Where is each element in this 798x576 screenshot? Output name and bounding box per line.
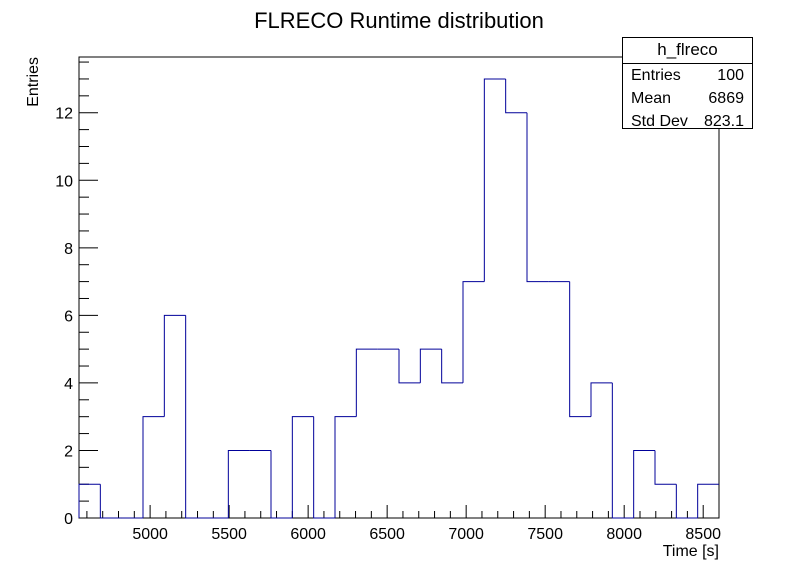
histogram-bin (355, 348, 378, 417)
stats-mean-value: 6869 (708, 90, 744, 107)
chart-title: FLRECO Runtime distribution (254, 8, 544, 33)
histogram-bin (398, 349, 421, 384)
y-tick-label: 8 (64, 241, 73, 258)
x-axis-ticks: 5000 5500 6000 6500 7000 7500 8000 8500 (86, 505, 721, 543)
x-tick-label: 6500 (369, 526, 405, 543)
histogram-bin (483, 78, 506, 282)
stats-stddev-label: Std Dev (631, 113, 688, 130)
histogram-bin (78, 483, 101, 518)
histogram-bin (163, 314, 186, 417)
histogram-bin (697, 483, 719, 518)
stats-row-mean: Mean 6869 (631, 87, 744, 110)
histogram-bins (78, 78, 719, 519)
histogram-bin (142, 416, 165, 518)
histogram-bin (505, 78, 527, 114)
histogram-bin (185, 315, 207, 519)
histogram-bin (462, 281, 485, 383)
histogram-bin (569, 281, 591, 418)
stats-entries-label: Entries (631, 67, 681, 84)
histogram-bin (526, 112, 549, 283)
histogram-bin (419, 348, 442, 383)
x-tick-label: 7500 (527, 526, 563, 543)
histogram-bin (611, 382, 634, 519)
y-tick-label: 4 (64, 376, 73, 393)
histogram-bin (590, 382, 613, 417)
histogram-bin (654, 450, 677, 485)
stats-entries-value: 100 (717, 67, 744, 84)
y-tick-label: 12 (55, 106, 73, 123)
histogram-bin (633, 449, 655, 518)
histogram-bin (227, 449, 250, 518)
x-tick-label: 7000 (448, 526, 484, 543)
stats-stddev-value: 823.1 (703, 113, 744, 130)
x-tick-label: 5500 (211, 526, 247, 543)
stats-box: h_flreco Entries 100 Mean 6869 Std Dev 8… (622, 37, 753, 130)
histogram-bin (313, 416, 335, 519)
y-tick-label: 0 (64, 511, 73, 528)
stats-mean-label: Mean (631, 90, 672, 107)
histogram-bin (291, 416, 314, 518)
histogram-bin (334, 416, 357, 518)
y-tick-label: 2 (64, 443, 73, 460)
y-axis-ticks: 0 2 4 6 8 10 12 (55, 61, 98, 528)
histogram-bin (270, 450, 293, 519)
x-tick-label: 6000 (290, 526, 326, 543)
histogram-bin (441, 349, 463, 384)
stats-row-entries: Entries 100 (631, 64, 744, 87)
x-axis-label: Time [s] (663, 543, 719, 560)
x-tick-label: 8000 (606, 526, 642, 543)
y-axis-label: Entries (25, 57, 42, 107)
x-tick-label: 5000 (132, 526, 168, 543)
y-tick-label: 10 (55, 173, 73, 190)
stats-box-title: h_flreco (623, 38, 752, 64)
histogram-bin (675, 484, 698, 519)
histogram-bin (99, 484, 122, 519)
x-tick-label: 8500 (685, 526, 721, 543)
plot-frame (78, 56, 720, 519)
y-tick-label: 6 (64, 308, 73, 325)
stats-row-stddev: Std Dev 823.1 (631, 110, 744, 133)
